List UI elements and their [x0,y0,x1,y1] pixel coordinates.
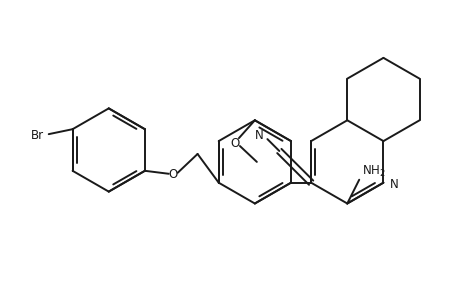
Text: NH$_2$: NH$_2$ [361,164,385,179]
Text: N: N [254,129,263,142]
Text: O: O [168,168,177,181]
Text: O: O [230,136,239,150]
Text: N: N [389,178,397,191]
Text: Br: Br [31,129,44,142]
